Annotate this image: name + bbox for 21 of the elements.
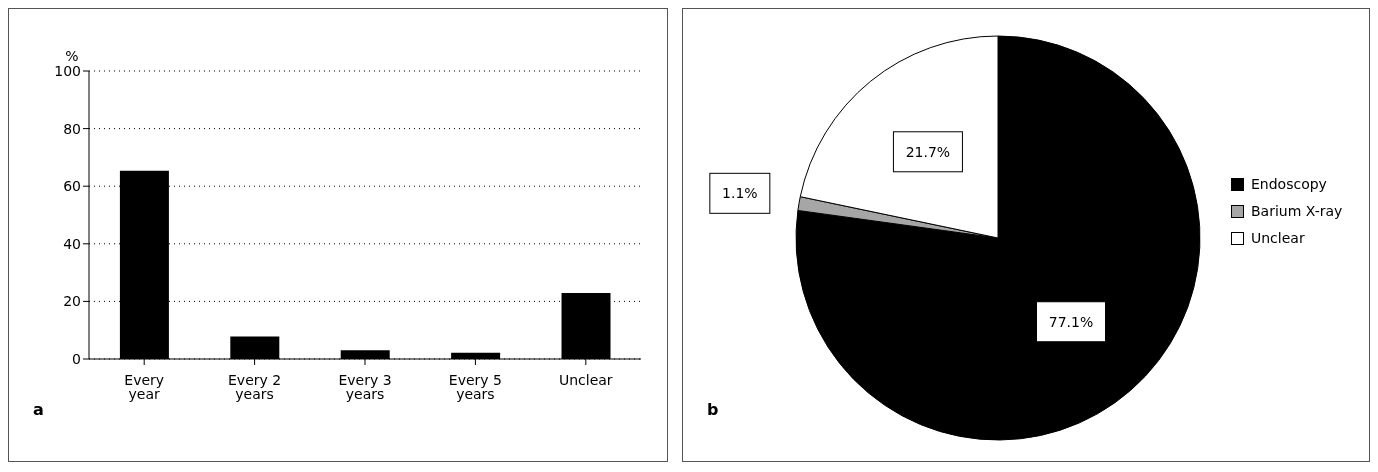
x-tick-label: Every year	[124, 371, 165, 402]
text: b	[707, 400, 719, 419]
x-tick-label: Every 5 years	[448, 371, 502, 402]
legend-label: Endoscopy	[1251, 175, 1327, 194]
x-tick-label: Unclear	[558, 371, 613, 388]
x-tick-label: Every 2 years	[228, 371, 282, 402]
x-tick-label: Every 3 years	[338, 371, 392, 402]
y-tick-label: 0	[72, 350, 81, 367]
data-label: 1.1%	[722, 185, 758, 202]
y-axis-title: %	[65, 48, 79, 64]
data-label: 77.1%	[1048, 313, 1094, 330]
y-tick-label: 80	[63, 120, 81, 137]
y-tick-label: 20	[63, 293, 81, 310]
y-tick-label: 60	[63, 178, 81, 195]
pie-slice	[795, 35, 1201, 441]
y-tick-label: 40	[63, 235, 81, 252]
legend-label: Barium X-ray	[1251, 202, 1343, 221]
legend-label: Unclear	[1251, 229, 1305, 248]
y-tick-label: 100	[54, 62, 81, 79]
data-label: 21.7%	[905, 143, 951, 160]
text: a	[33, 400, 44, 419]
